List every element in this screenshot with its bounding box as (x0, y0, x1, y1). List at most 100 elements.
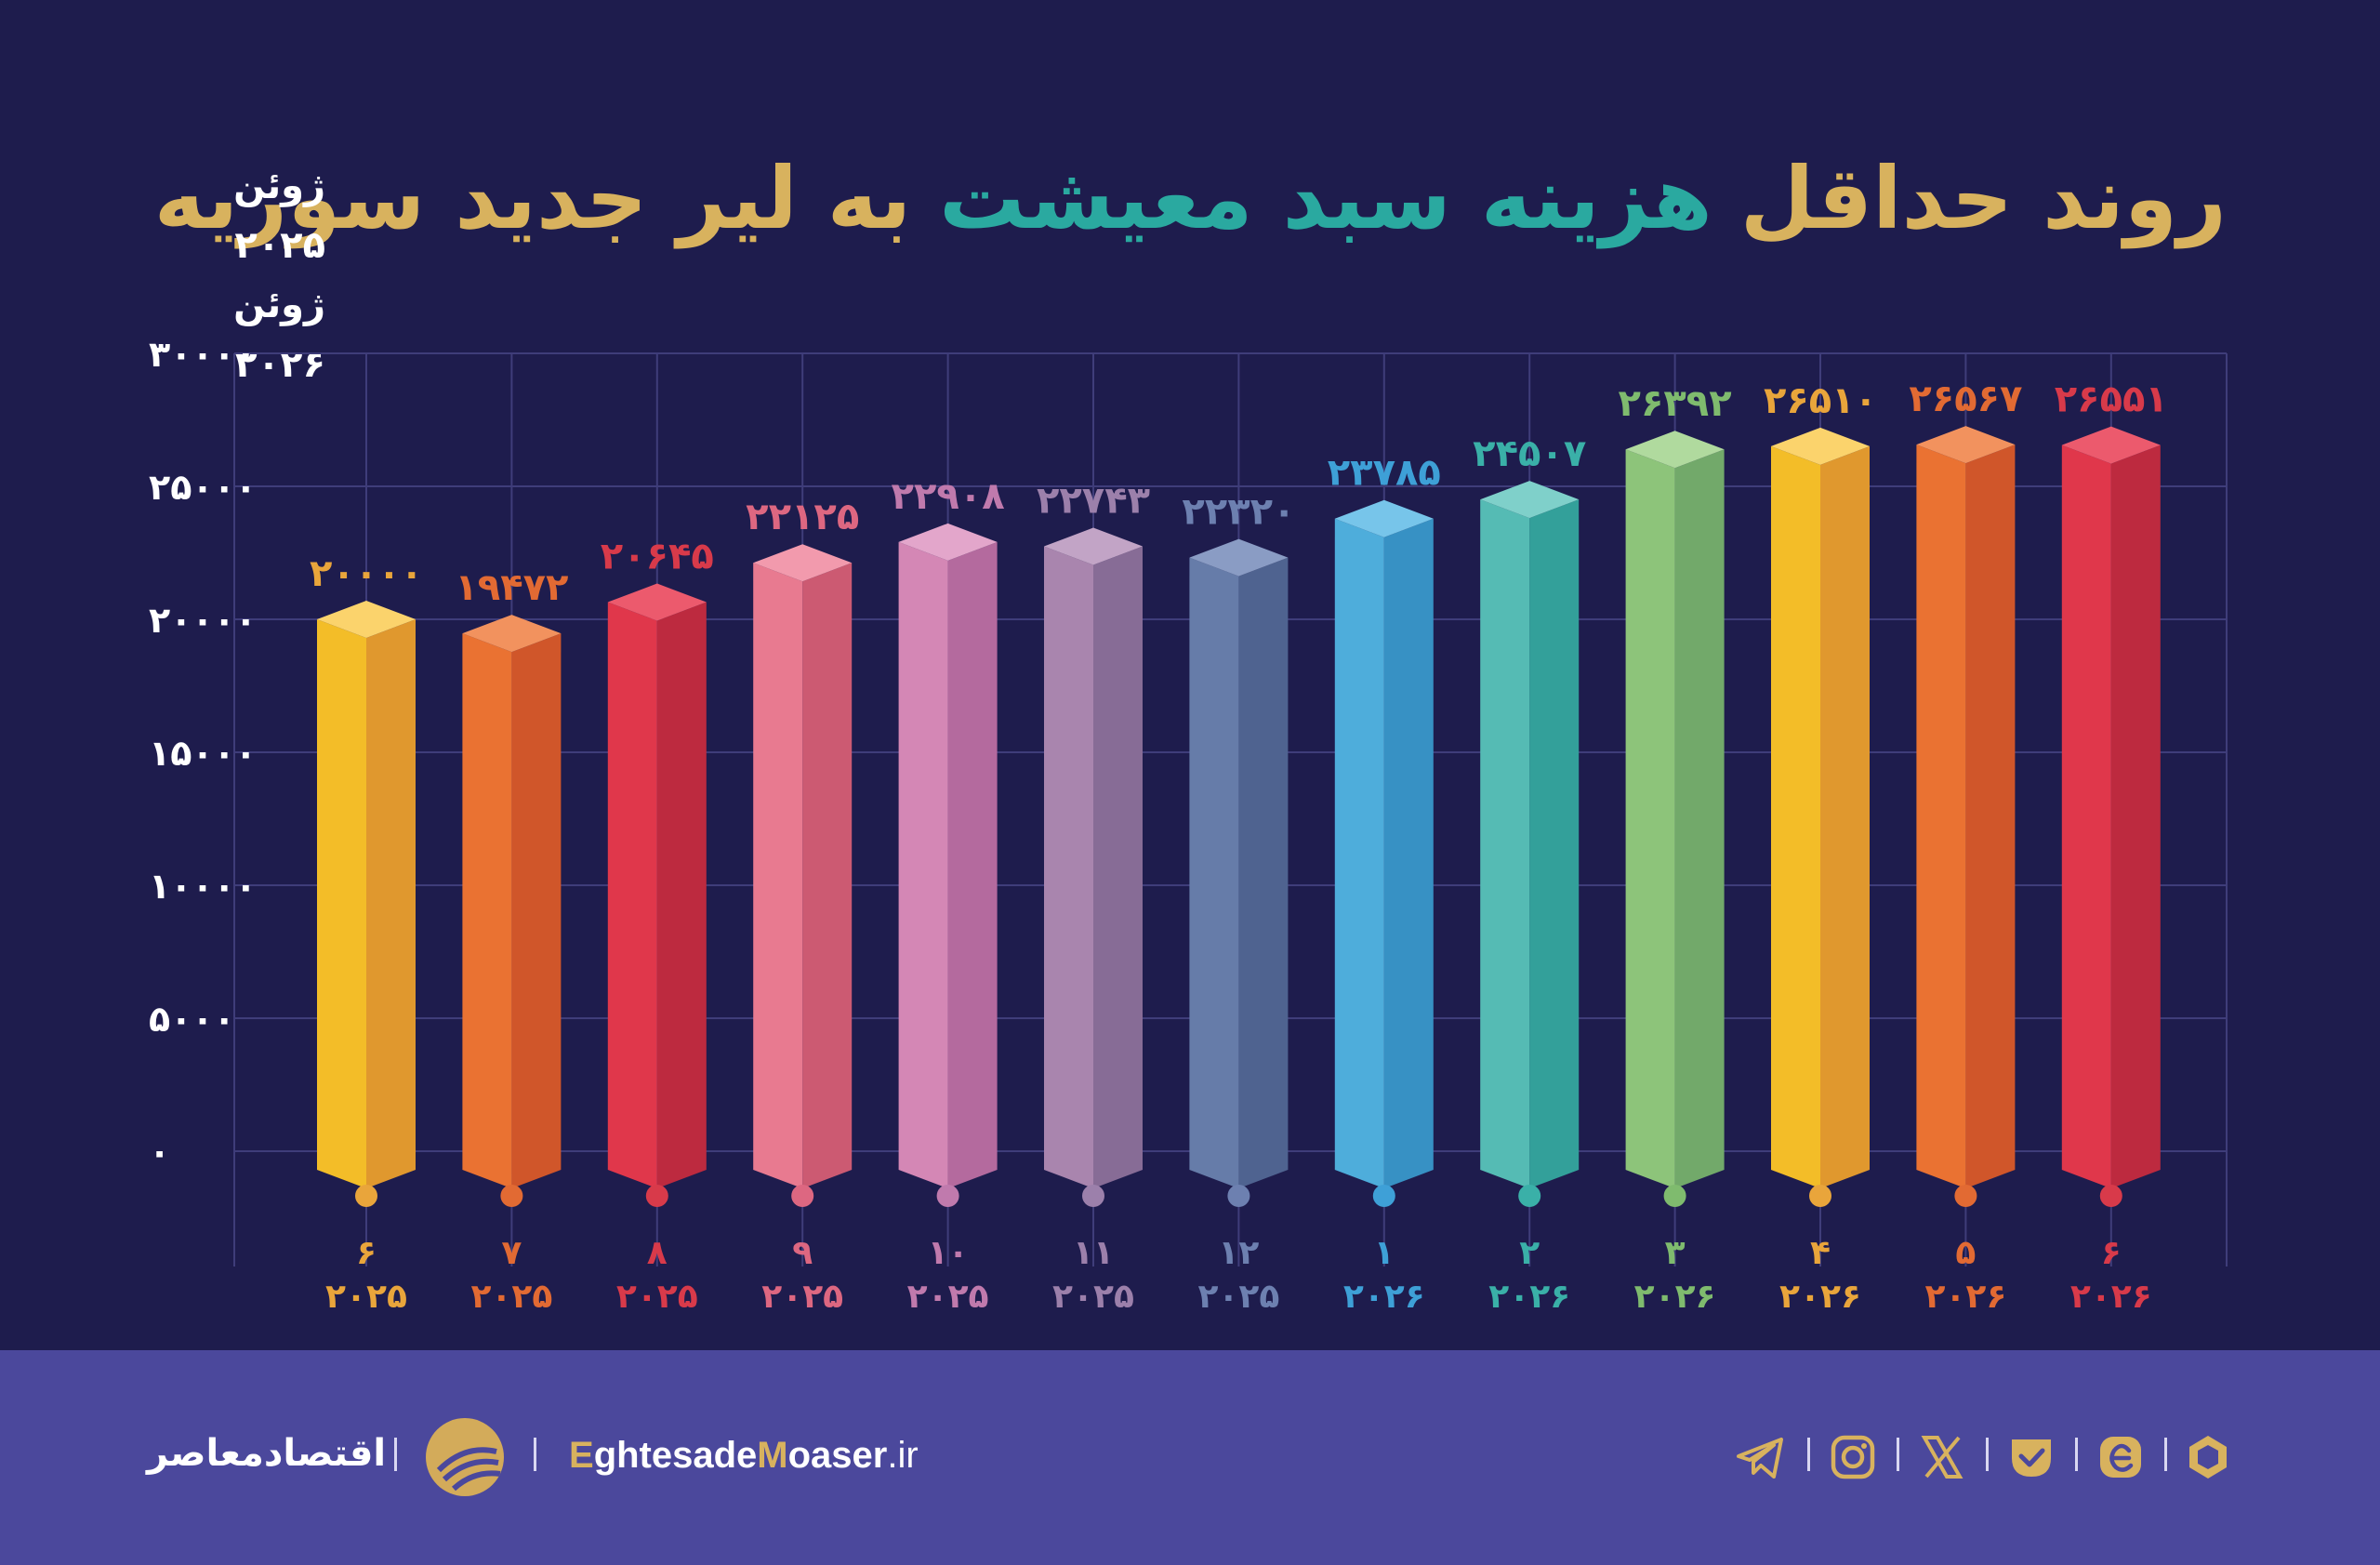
bar-front-face (1044, 546, 1093, 1188)
bar-side-face (1965, 444, 2016, 1188)
footer-divider (2075, 1438, 2078, 1471)
bar-top-face (1916, 426, 2016, 464)
bar-value-label: ۲۶۵۶۷ (1909, 378, 2022, 420)
instagram-icon[interactable] (1826, 1430, 1880, 1484)
bar-side-face (1093, 546, 1143, 1188)
bar-top-face (898, 523, 998, 561)
x-tick-month: ۸ (647, 1234, 668, 1272)
legend-end: ژوئن ۲۰۲۶ (233, 284, 325, 386)
footer-divider (1897, 1438, 1899, 1471)
bar-value-label: ۱۹۴۷۲ (455, 566, 568, 609)
bar-side-face (802, 563, 853, 1188)
bar-top-face (1480, 481, 1580, 519)
footer-divider (534, 1438, 536, 1471)
bar-value-label: ۲۰۶۴۵ (601, 536, 714, 578)
x-tick-year: ۲۰۲۶ (1634, 1278, 1716, 1316)
x-tick-year: ۲۰۲۵ (616, 1278, 698, 1316)
bar-top-face (753, 544, 853, 582)
bar-side-face (2110, 444, 2161, 1189)
bar-top-face (607, 583, 707, 621)
bar-value-label: ۲۲۹۰۸ (892, 475, 1005, 518)
bar-side-face (511, 633, 562, 1188)
x-tick-month: ۹ (792, 1234, 813, 1272)
x-marker-dot (1082, 1185, 1104, 1207)
x-marker-dot (645, 1185, 668, 1207)
x-icon[interactable] (1915, 1430, 1969, 1484)
website-link[interactable]: EghtesadeMoaser.ir (569, 1435, 919, 1476)
x-tick-month: ۶ (2101, 1234, 2122, 1272)
eitaa-icon[interactable] (2094, 1430, 2148, 1484)
x-tick-month: ۲ (1519, 1234, 1540, 1272)
bar-top-face (1771, 427, 1870, 465)
footer-divider (2164, 1438, 2167, 1471)
x-tick-year: ۲۰۲۵ (907, 1278, 989, 1316)
y-tick-label: ۳۰۰۰۰ (149, 334, 257, 375)
brand-name-fa: اقتصادمعاصر (147, 1432, 387, 1475)
bar-side-face (1238, 557, 1289, 1188)
y-tick-label: ۱۵۰۰۰ (149, 733, 257, 774)
bar-front-face (1625, 449, 1675, 1188)
date-range-legend: ژوئن ۲۰۲۵ ژوئن ۲۰۲۶ (149, 156, 325, 394)
footer-divider (394, 1438, 397, 1471)
bar-side-face (947, 541, 998, 1188)
bar-front-face (1480, 499, 1530, 1188)
y-tick-label: ۰ (149, 1132, 170, 1173)
bar-side-face (656, 602, 707, 1188)
title-part-1: روند حداقل (1739, 149, 2228, 248)
x-tick-month: ۷ (501, 1234, 522, 1272)
x-marker-dot (1809, 1185, 1831, 1207)
x-marker-dot (1954, 1185, 1977, 1207)
bar-top-face (1189, 538, 1289, 577)
chart-title: روند حداقل هزینه سبد معیشت به لیر جدید س… (153, 149, 2228, 248)
x-tick-year: ۲۰۲۵ (1052, 1278, 1134, 1316)
bar-value-label: ۲۶۵۵۱ (2055, 378, 2168, 421)
x-tick-year: ۲۰۲۵ (761, 1278, 843, 1316)
title-part-3: به لیر جدید سوریه (153, 149, 913, 248)
x-tick-year: ۲۰۲۶ (1924, 1278, 2006, 1316)
x-tick-year: ۲۰۲۵ (470, 1278, 552, 1316)
bar-front-face (1771, 445, 1820, 1189)
x-marker-dot (2099, 1185, 2122, 1207)
bar-front-face (1916, 444, 1966, 1188)
x-tick-month: ۴ (1810, 1234, 1831, 1272)
brand-logo-icon (426, 1418, 504, 1496)
bar-side-face (1529, 499, 1580, 1188)
x-marker-dot (936, 1185, 959, 1207)
telegram-icon[interactable] (1733, 1430, 1787, 1484)
bar-top-face (1625, 431, 1725, 469)
bar-value-label: ۲۲۱۲۵ (746, 496, 859, 538)
x-tick-month: ۱۱ (1073, 1234, 1114, 1272)
bar-value-label: ۲۳۷۸۵ (1328, 452, 1441, 495)
title-part-2: هزینه سبد معیشت (939, 149, 1714, 248)
footer-divider (1986, 1438, 1989, 1471)
x-marker-dot (791, 1185, 814, 1207)
x-tick-year: ۲۰۲۶ (1343, 1278, 1425, 1316)
bar-front-face (1334, 518, 1384, 1188)
x-tick-month: ۳ (1665, 1234, 1686, 1272)
bale-icon[interactable] (2004, 1430, 2058, 1484)
bar-top-face (1044, 527, 1143, 565)
bar-front-face (898, 541, 948, 1188)
y-tick-label: ۵۰۰۰ (149, 999, 235, 1040)
y-tick-label: ۲۰۰۰۰ (149, 600, 257, 641)
bar-front-face (1189, 557, 1239, 1188)
bar-side-face (1674, 449, 1725, 1188)
x-tick-year: ۲۰۲۶ (1779, 1278, 1861, 1316)
legend-start: ژوئن ۲۰۲۵ (233, 165, 325, 267)
x-marker-dot (1227, 1185, 1250, 1207)
bar-value-label: ۲۲۷۴۳ (1037, 480, 1150, 523)
y-tick-label: ۱۰۰۰۰ (149, 866, 257, 907)
x-tick-month: ۱۰ (928, 1234, 969, 1272)
bar-side-face (366, 619, 416, 1188)
bar-value-label: ۲۰۰۰۰ (310, 552, 423, 595)
x-tick-year: ۲۰۲۶ (1488, 1278, 1570, 1316)
x-marker-dot (1663, 1185, 1686, 1207)
x-tick-month: ۱۲ (1218, 1234, 1259, 1272)
x-tick-year: ۲۰۲۵ (325, 1278, 407, 1316)
bar-side-face (1383, 518, 1434, 1188)
bar-value-label: ۲۶۳۹۲ (1619, 382, 1732, 425)
hexagon-logo-icon[interactable] (2181, 1430, 2235, 1484)
bar-top-face (317, 601, 416, 638)
bar-front-face (462, 633, 512, 1188)
